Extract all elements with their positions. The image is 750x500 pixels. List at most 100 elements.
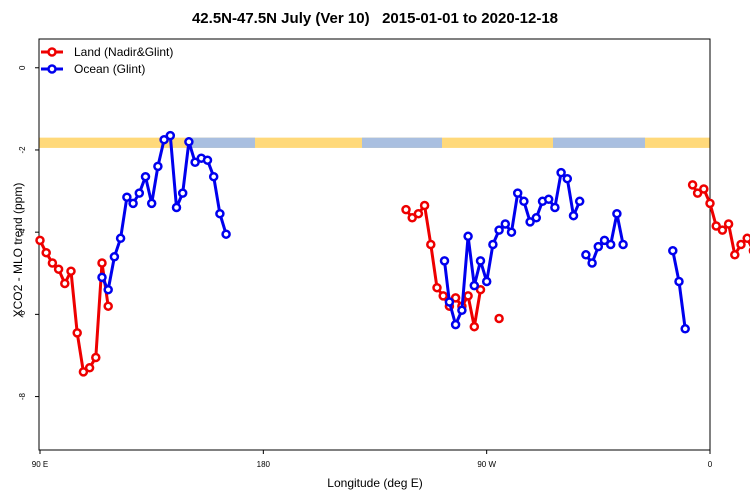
land-data-point [699, 184, 709, 194]
x-tick-label: 90 E [32, 460, 48, 469]
land-data-point [692, 188, 703, 198]
ocean-data-point [525, 217, 535, 227]
legend-ocean-label: Ocean (Glint) [74, 62, 145, 76]
ocean-data-point [457, 305, 467, 316]
ocean-data-point [208, 171, 219, 182]
chart-title: 42.5N-47.5N July (Ver 10) 2015-01-01 to … [191, 10, 559, 27]
x-tick-label: 0 [708, 460, 713, 469]
y-tick-label: -4 [18, 228, 27, 236]
ocean-data-point [519, 196, 529, 207]
ocean-data-point [165, 130, 176, 141]
land-data-point [413, 208, 424, 219]
ocean-data-point [177, 188, 188, 198]
land-series-line [691, 184, 750, 257]
ocean-data-point [469, 280, 480, 291]
land-data-point [432, 282, 442, 293]
ocean-data-point [439, 256, 450, 266]
land-data-point [78, 367, 89, 377]
land-series-line [404, 204, 482, 329]
ocean-data-point [444, 297, 455, 307]
x-axis-label: Longitude (deg E) [327, 476, 423, 490]
ocean-data-point [97, 272, 107, 283]
ocean-data-point [568, 210, 579, 221]
ocean-data-point [500, 219, 511, 229]
ocean-band-segment [553, 137, 645, 148]
land-data-point [426, 239, 436, 250]
land-data-point [438, 291, 448, 301]
land-data-point [103, 301, 113, 311]
ocean-data-point [674, 276, 684, 287]
land-data-point [723, 219, 734, 229]
land-data-point [91, 352, 101, 363]
land-data-point [687, 180, 698, 190]
land-data-point [84, 363, 95, 373]
ocean-data-point [134, 188, 145, 198]
ocean-data-point [581, 250, 591, 260]
x-tick-label: 90 W [477, 460, 496, 469]
land-data-point [41, 247, 51, 258]
land-data-point [35, 235, 45, 246]
ocean-data-point [171, 202, 182, 213]
legend: Land (Nadir&Glint) Ocean (Glint) [41, 45, 173, 76]
ocean-data-point [103, 284, 113, 295]
land-data-point [469, 321, 480, 332]
land-data-point [47, 258, 58, 268]
ocean-data-point [221, 229, 231, 239]
ocean-data-point [612, 208, 622, 219]
land-data-point [475, 284, 486, 295]
y-tick-label: -2 [18, 146, 27, 154]
land-ocean-band [39, 137, 710, 148]
land-data-point [53, 264, 64, 274]
ocean-data-point [531, 213, 542, 223]
ocean-data-point [599, 235, 610, 246]
ocean-data-point [184, 137, 194, 147]
ocean-data-point [115, 233, 126, 244]
ocean-data-point [475, 256, 486, 266]
ocean-data-point [574, 196, 585, 207]
ocean-data-point [146, 198, 157, 209]
y-tick-label: -6 [18, 310, 27, 318]
ocean-data-point [140, 171, 151, 182]
land-data-point [60, 278, 70, 289]
ocean-data-point [215, 208, 225, 219]
land-data-point [419, 200, 430, 211]
ocean-data-point [109, 252, 120, 262]
land-data-point [463, 291, 473, 301]
ocean-data-point [481, 276, 492, 287]
land-data-point [66, 266, 76, 276]
ocean-data-point [153, 161, 163, 172]
land-data-point [401, 204, 411, 215]
ocean-band-segment [362, 137, 442, 148]
ocean-data-point [550, 202, 560, 213]
ocean-data-point [122, 192, 132, 202]
ocean-data-point [618, 239, 628, 250]
legend-land-label: Land (Nadir&Glint) [74, 45, 173, 59]
ocean-data-point [587, 258, 597, 268]
ocean-data-point [512, 188, 523, 198]
legend-land-marker [47, 47, 57, 57]
land-data-point [742, 233, 750, 244]
x-tick-label: 180 [257, 460, 271, 469]
land-data-point [717, 225, 728, 235]
ocean-data-point [556, 167, 566, 178]
ocean-data-point [506, 227, 517, 237]
ocean-data-point [605, 239, 616, 250]
land-data-point [450, 293, 461, 303]
y-tick-label: 0 [18, 65, 27, 70]
ocean-data-point [190, 157, 200, 168]
land-data-point [730, 250, 740, 260]
series-group [35, 130, 750, 377]
ocean-data-point [450, 319, 461, 330]
ocean-band-segment [187, 137, 255, 148]
ocean-data-point [543, 194, 554, 205]
land-data-point [97, 258, 107, 268]
land-data-point [72, 328, 82, 338]
land-data-point [736, 239, 746, 250]
ocean-data-point [488, 239, 498, 250]
ocean-data-point [128, 198, 138, 209]
legend-ocean-marker [47, 64, 57, 74]
y-tick-label: -8 [18, 392, 27, 400]
ocean-data-point [159, 134, 169, 145]
